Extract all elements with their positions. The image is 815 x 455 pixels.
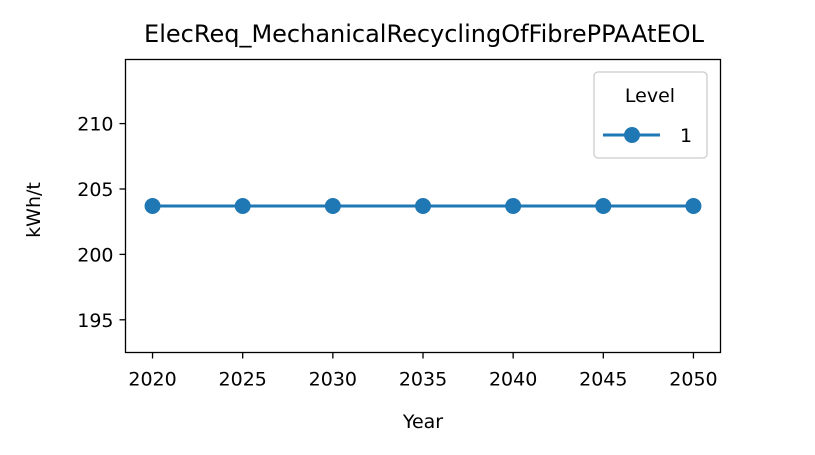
legend-title: Level bbox=[625, 85, 675, 107]
chart-title: ElecReq_MechanicalRecyclingOfFibrePPAAtE… bbox=[144, 20, 705, 48]
x-axis: 2020 2025 2030 2035 2040 2045 2050 bbox=[128, 352, 718, 391]
y-tick-label: 205 bbox=[77, 179, 113, 201]
data-point bbox=[324, 198, 341, 214]
x-tick-label: 2040 bbox=[489, 369, 537, 391]
data-point bbox=[415, 198, 431, 214]
data-point bbox=[685, 198, 702, 214]
series-layer bbox=[144, 198, 702, 214]
y-tick-label: 195 bbox=[77, 310, 113, 332]
data-point bbox=[144, 198, 161, 214]
y-tick-label: 210 bbox=[77, 114, 113, 136]
y-tick-label: 200 bbox=[77, 244, 113, 266]
x-tick-label: 2020 bbox=[128, 369, 176, 391]
data-point bbox=[595, 198, 612, 214]
x-tick-label: 2030 bbox=[309, 369, 357, 391]
x-axis-label: Year bbox=[402, 411, 443, 433]
x-tick-label: 2035 bbox=[399, 369, 447, 391]
x-tick-label: 2045 bbox=[579, 369, 627, 391]
legend-entry-label: 1 bbox=[680, 125, 692, 147]
legend: Level 1 bbox=[593, 71, 708, 159]
y-axis-label: kWh/t bbox=[23, 182, 45, 238]
legend-point-marker bbox=[624, 127, 640, 143]
y-axis: 195 200 205 210 bbox=[77, 114, 126, 332]
x-tick-label: 2050 bbox=[669, 369, 717, 391]
data-point bbox=[234, 198, 251, 214]
data-point bbox=[505, 198, 522, 214]
plot-area: 195 200 205 210 2020 2025 2030 2035 2040 2045 205… bbox=[77, 58, 722, 391]
x-tick-label: 2025 bbox=[219, 369, 267, 391]
